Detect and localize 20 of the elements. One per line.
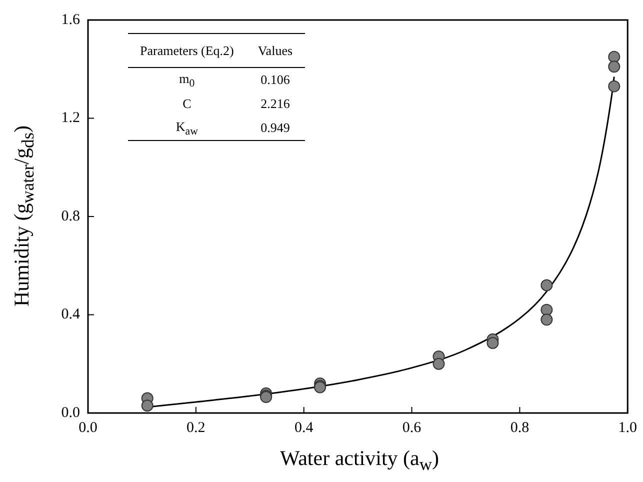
annotation: 2.216 bbox=[260, 95, 291, 114]
y-tick-label: 1.6 bbox=[61, 12, 80, 28]
y-tick-label: 0.8 bbox=[61, 208, 80, 224]
x-tick-label: 0.2 bbox=[186, 420, 206, 436]
annotation: Values bbox=[246, 34, 305, 68]
annotation: 0.106 bbox=[260, 71, 291, 90]
annotation: Parameters (Eq.2) bbox=[128, 34, 246, 68]
y-tick-label: 1.2 bbox=[61, 110, 80, 126]
annotation: 0.949 bbox=[246, 116, 305, 141]
annotation: K$_{aw}$ bbox=[128, 116, 246, 141]
x-tick-label: 0.8 bbox=[510, 420, 530, 436]
x-tick-label: 0.4 bbox=[294, 420, 314, 436]
x-axis-title: Water activity (a$_{w}$) bbox=[278, 446, 440, 476]
y-tick-label: 0.4 bbox=[61, 306, 80, 323]
y-tick-label: 0.0 bbox=[61, 404, 80, 421]
x-tick-label: 0.0 bbox=[78, 420, 98, 436]
x-tick-label: 1.0 bbox=[618, 420, 637, 436]
annotation: m$_{0}$ bbox=[178, 70, 196, 92]
x-tick-label: 0.6 bbox=[402, 420, 422, 436]
annotation: C bbox=[182, 95, 192, 114]
